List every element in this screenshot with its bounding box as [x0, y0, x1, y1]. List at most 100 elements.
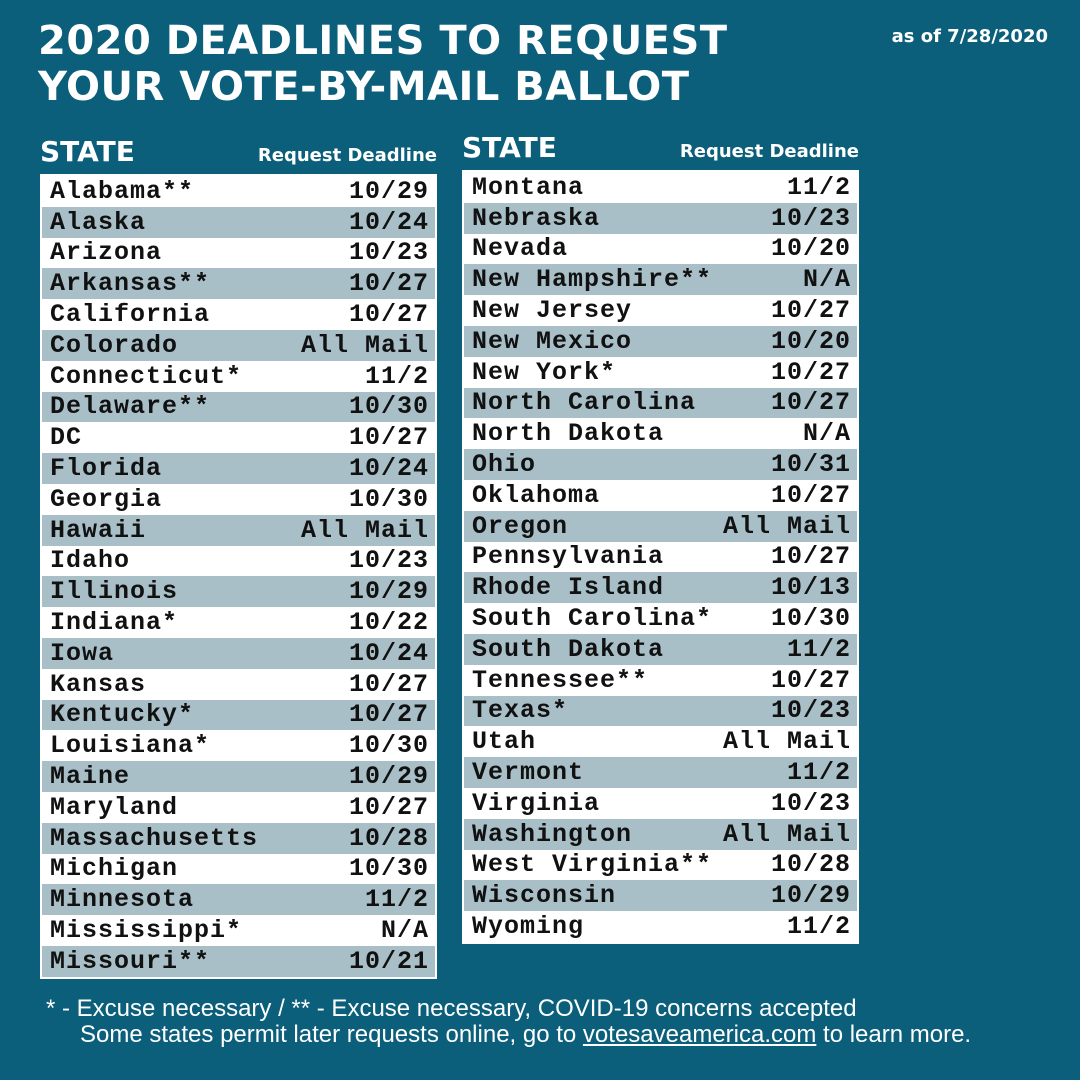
table-row: Pennsylvania 10/27 — [464, 541, 857, 573]
table-row: South Carolina* 10/30 — [464, 603, 857, 634]
request-deadline: 10/27 — [770, 665, 851, 695]
state-name: Nebraska — [472, 203, 601, 233]
state-name: New Jersey — [472, 296, 633, 326]
request-deadline: 10/27 — [770, 357, 851, 387]
table-row: Connecticut* 11/2 — [42, 360, 435, 392]
request-deadline: 10/23 — [348, 238, 429, 268]
table-row: Texas* 10/23 — [464, 695, 857, 727]
state-name: Maryland — [50, 792, 179, 822]
request-deadline: 10/20 — [770, 326, 851, 356]
state-name: Missouri** — [50, 946, 211, 976]
votesaveamerica-link[interactable]: votesaveamerica.com — [582, 1021, 817, 1048]
right-table-rows: Montana 11/2 Nebraska 10/23 Nevada 10/20 New H… — [462, 170, 859, 944]
state-name: Oklahoma — [472, 480, 601, 510]
table-row: Utah All Mail — [464, 726, 857, 758]
table-row: Illinois 10/29 — [42, 576, 435, 608]
request-deadline: 10/27 — [348, 269, 429, 299]
state-name: Colorado — [50, 330, 179, 360]
state-name: Ohio — [472, 450, 537, 480]
table-row: Wisconsin 10/29 — [464, 880, 857, 912]
state-name: California — [50, 300, 211, 330]
table-row: California 10/27 — [42, 299, 435, 330]
state-name: Louisiana* — [50, 731, 211, 761]
request-deadline: 10/28 — [770, 850, 851, 880]
table-row: New York* 10/27 — [464, 356, 857, 388]
state-name: Virginia — [472, 788, 601, 818]
request-deadline: All Mail — [722, 819, 851, 849]
request-deadline: 10/29 — [348, 577, 429, 607]
request-deadline: 11/2 — [364, 361, 429, 391]
request-deadline: 10/28 — [348, 823, 429, 853]
request-deadline: 11/2 — [364, 885, 429, 915]
state-name: New Mexico — [472, 326, 633, 356]
state-name: Vermont — [472, 758, 585, 788]
state-name: Utah — [472, 727, 537, 757]
request-deadline: 10/27 — [348, 423, 429, 453]
state-name: North Carolina — [472, 388, 697, 418]
state-name: Georgia — [50, 484, 163, 514]
table-row: Arizona 10/23 — [42, 237, 435, 269]
state-name: New York* — [472, 357, 617, 387]
request-deadline: 10/29 — [348, 762, 429, 792]
request-deadline: 11/2 — [786, 172, 851, 202]
request-deadline: 10/30 — [348, 854, 429, 884]
table-row: Mississippi* N/A — [42, 915, 435, 946]
right-table-header: STATE Request Deadline — [462, 128, 859, 170]
footnote-legend: * - Excuse necessary / ** - Excuse neces… — [46, 995, 857, 1022]
request-deadline: 10/30 — [348, 392, 429, 422]
state-name: Kentucky* — [50, 700, 195, 730]
request-deadline: 11/2 — [786, 912, 851, 942]
table-row: Alabama** 10/29 — [42, 176, 435, 207]
state-name: West Virginia** — [472, 850, 713, 880]
footnote-more-info: Some states permit later requests online… — [46, 1022, 971, 1048]
table-row: Florida 10/24 — [42, 453, 435, 484]
as-of-date: as of 7/28/2020 — [891, 26, 1048, 47]
table-row: Vermont 11/2 — [464, 757, 857, 788]
request-deadline: 10/23 — [348, 546, 429, 576]
state-name: Mississippi* — [50, 916, 243, 946]
footnote-text: Some states permit later requests online… — [80, 1021, 583, 1048]
table-row: Kentucky* 10/27 — [42, 699, 435, 731]
table-row: New Mexico 10/20 — [464, 325, 857, 357]
table-row: Oregon All Mail — [464, 510, 857, 542]
right-table: STATE Request Deadline Montana 11/2 Nebras… — [462, 128, 859, 944]
table-row: Minnesota 11/2 — [42, 884, 435, 916]
table-row: Ohio 10/31 — [464, 449, 857, 480]
deadline-column-header: Request Deadline — [257, 145, 437, 166]
request-deadline: 10/13 — [770, 573, 851, 603]
request-deadline: 10/20 — [770, 234, 851, 264]
request-deadline: N/A — [380, 916, 429, 946]
state-name: Maine — [50, 762, 131, 792]
table-row: Missouri** 10/21 — [42, 945, 435, 977]
table-row: Nevada 10/20 — [464, 233, 857, 265]
request-deadline: N/A — [802, 419, 851, 449]
state-name: Iowa — [50, 638, 115, 668]
request-deadline: 10/27 — [348, 669, 429, 699]
table-row: Hawaii All Mail — [42, 514, 435, 546]
table-row: South Dakota 11/2 — [464, 633, 857, 665]
state-name: Illinois — [50, 577, 179, 607]
table-row: Delaware** 10/30 — [42, 391, 435, 423]
table-row: Indiana* 10/22 — [42, 607, 435, 638]
request-deadline: 10/27 — [348, 300, 429, 330]
table-row: West Virginia** 10/28 — [464, 849, 857, 881]
state-name: Arizona — [50, 238, 163, 268]
table-row: Alaska 10/24 — [42, 206, 435, 238]
request-deadline: 10/30 — [770, 604, 851, 634]
request-deadline: All Mail — [722, 727, 851, 757]
state-column-header: STATE — [462, 131, 557, 164]
request-deadline: 10/23 — [770, 203, 851, 233]
state-name: Montana — [472, 172, 585, 202]
state-name: Massachusetts — [50, 823, 259, 853]
state-name: Washington — [472, 819, 633, 849]
request-deadline: 10/27 — [770, 542, 851, 572]
state-name: New Hampshire** — [472, 265, 713, 295]
table-row: Virginia 10/23 — [464, 787, 857, 819]
request-deadline: 10/24 — [348, 454, 429, 484]
state-name: Michigan — [50, 854, 179, 884]
request-deadline: 10/21 — [348, 946, 429, 976]
state-column-header: STATE — [40, 135, 135, 168]
request-deadline: 11/2 — [786, 758, 851, 788]
table-row: Oklahoma 10/27 — [464, 479, 857, 511]
request-deadline: 10/23 — [770, 788, 851, 818]
